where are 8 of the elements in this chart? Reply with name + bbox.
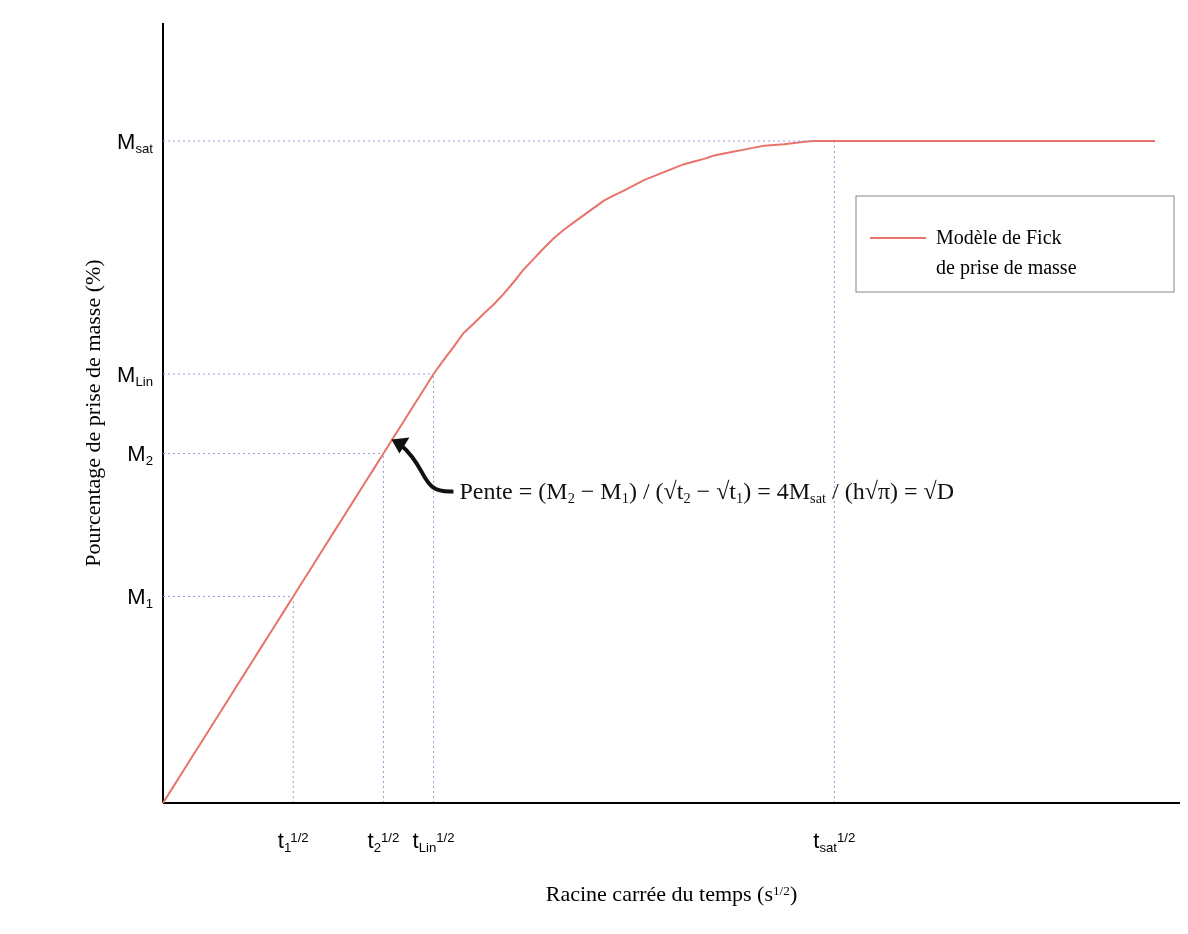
text: M$_{2}$ <box>127 441 153 469</box>
x-axis-title: Racine carrée du temps (s$^{1/2}$) <box>545 881 798 906</box>
text: M$_{Lin}$ <box>117 362 153 389</box>
y-axis-title: Pourcentage de prise de masse (%) <box>80 259 105 567</box>
text: M$_{sat}$ <box>117 129 154 156</box>
text: M$_{1}$ <box>127 584 153 612</box>
legend-label: Modèle de Fick de prise de masse <box>936 226 1077 279</box>
text: Pente = (M$_{2}$ − M$_{1}$) / (√t$_{2}$ − √t$_{1}$) = 4M$_{sat}$ / (h√π) = √D <box>459 478 955 507</box>
